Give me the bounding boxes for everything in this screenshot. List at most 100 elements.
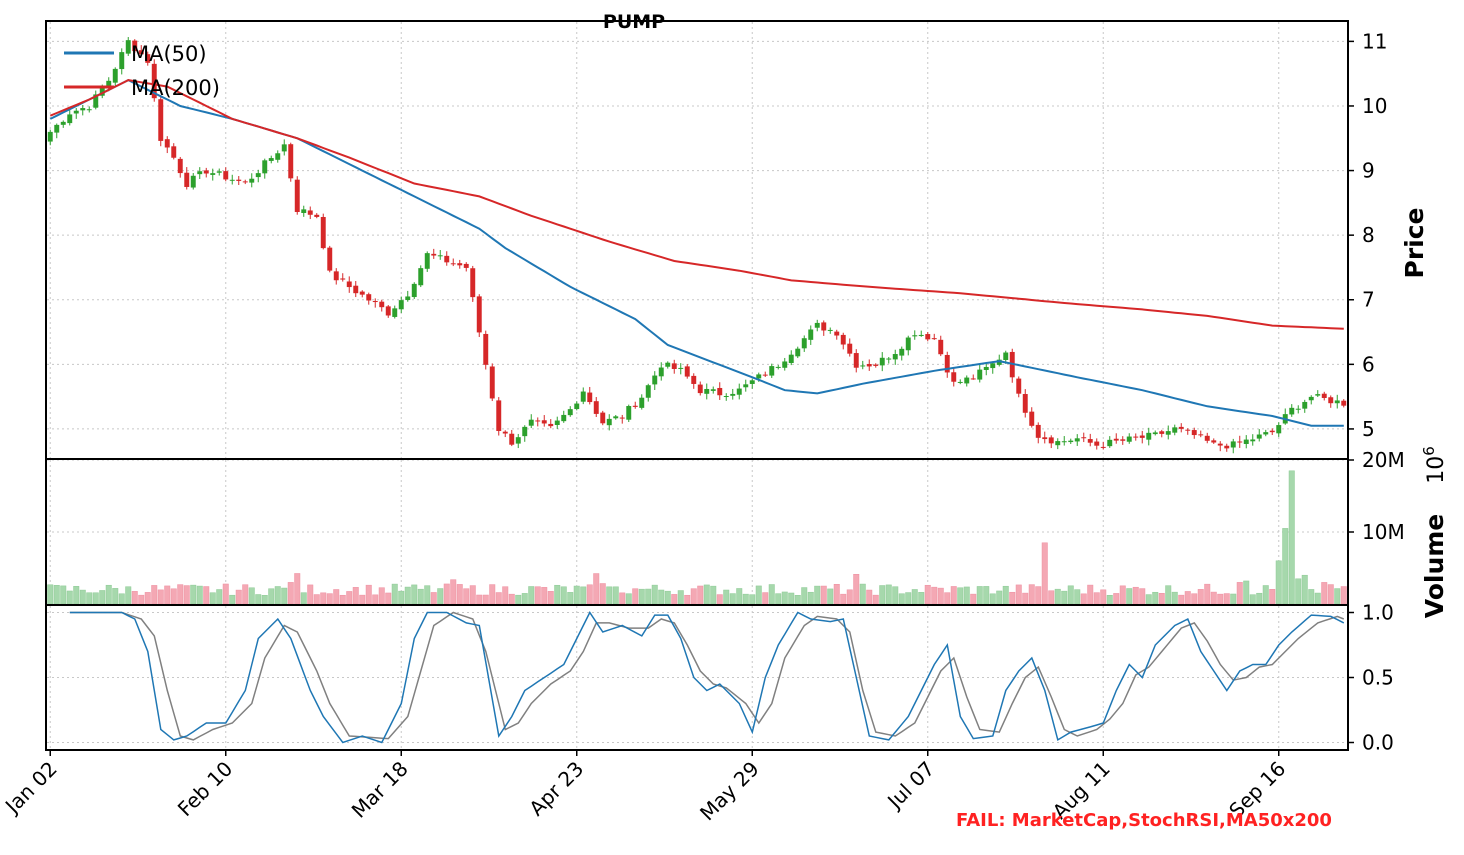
volume-bar bbox=[1145, 594, 1152, 605]
volume-bar bbox=[638, 588, 645, 605]
candle-body bbox=[847, 343, 853, 354]
candle-body bbox=[554, 420, 560, 425]
candle-body bbox=[125, 40, 131, 54]
volume-bar bbox=[203, 586, 210, 605]
volume-bar bbox=[664, 590, 671, 605]
candle-body bbox=[405, 296, 411, 301]
volume-bar bbox=[404, 586, 411, 605]
volume-bar bbox=[807, 591, 814, 605]
candle-body bbox=[73, 110, 79, 114]
volume-bar bbox=[729, 593, 736, 605]
volume-bar bbox=[424, 585, 431, 605]
candle-body bbox=[1081, 437, 1087, 439]
volume-bar bbox=[1269, 589, 1276, 605]
candle-body bbox=[340, 278, 346, 280]
y-tick-label: 10M bbox=[1362, 520, 1405, 544]
candle-body bbox=[190, 175, 196, 188]
volume-bar bbox=[658, 589, 665, 605]
volume-exponent-label: 106 bbox=[1420, 446, 1449, 484]
candle-body bbox=[775, 366, 781, 368]
volume-bar bbox=[118, 593, 125, 605]
candle-body bbox=[1048, 437, 1054, 444]
volume-bar bbox=[983, 586, 990, 605]
candle-body bbox=[184, 172, 190, 187]
volume-bar bbox=[352, 587, 359, 605]
x-tick-label: Mar 18 bbox=[347, 757, 413, 823]
candle-body bbox=[301, 209, 307, 214]
volume-bar bbox=[229, 594, 236, 605]
candle-body bbox=[782, 361, 788, 368]
volume-bar bbox=[196, 585, 203, 605]
candle-body bbox=[879, 357, 885, 366]
candle-body bbox=[970, 378, 976, 380]
volume-bar bbox=[489, 584, 496, 605]
volume-bar bbox=[846, 589, 853, 605]
volume-bar bbox=[1022, 592, 1029, 605]
volume-bar bbox=[326, 593, 333, 605]
volume-bar bbox=[346, 591, 353, 605]
volume-bar bbox=[255, 594, 262, 605]
volume-bar bbox=[1171, 591, 1178, 605]
candle-body bbox=[1315, 394, 1321, 396]
candle-body bbox=[496, 400, 502, 431]
volume-bar bbox=[495, 592, 502, 605]
candle-body bbox=[229, 179, 235, 181]
volume-bar bbox=[755, 585, 762, 605]
volume-bar bbox=[775, 593, 782, 605]
volume-bar bbox=[1041, 542, 1048, 605]
volume-bar bbox=[222, 583, 229, 605]
volume-bar bbox=[131, 591, 138, 605]
volume-bar bbox=[599, 583, 606, 605]
volume-bar bbox=[911, 589, 918, 605]
candle-body bbox=[1308, 396, 1314, 401]
candle-body bbox=[938, 339, 944, 355]
volume-bar bbox=[482, 594, 489, 605]
candle-body bbox=[509, 433, 515, 445]
volume-bar bbox=[716, 594, 723, 605]
volume-bar bbox=[736, 588, 743, 605]
candle-body bbox=[346, 281, 352, 288]
volume-bar bbox=[898, 593, 905, 605]
candle-body bbox=[281, 144, 287, 152]
volume-bar bbox=[1028, 584, 1035, 605]
candle-body bbox=[548, 423, 554, 427]
volume-bar bbox=[645, 588, 652, 605]
candle-body bbox=[242, 181, 248, 183]
candle-body bbox=[814, 322, 820, 328]
candle-body bbox=[158, 99, 164, 141]
candle-body bbox=[106, 80, 112, 89]
volume-bar bbox=[547, 591, 554, 605]
volume-bar bbox=[1217, 593, 1224, 605]
volume-bar bbox=[1288, 470, 1295, 605]
candle-body bbox=[808, 329, 814, 340]
ma200-line bbox=[49, 79, 1344, 330]
candle-body bbox=[327, 247, 333, 271]
candle-body bbox=[535, 420, 541, 422]
legend-label-ma50: MA(50) bbox=[131, 42, 207, 66]
volume-bar bbox=[287, 582, 294, 605]
volume-bar bbox=[853, 573, 860, 605]
candle-body bbox=[294, 179, 300, 213]
volume-bar bbox=[1321, 582, 1328, 605]
volume-bar bbox=[1152, 591, 1159, 605]
volume-bar bbox=[989, 593, 996, 605]
candle-body bbox=[359, 291, 365, 295]
candle-body bbox=[489, 366, 495, 399]
volume-bar bbox=[268, 588, 275, 605]
candle-body bbox=[463, 263, 469, 268]
candle-body bbox=[990, 363, 996, 369]
volume-bar bbox=[1308, 589, 1315, 605]
candle-body bbox=[1191, 430, 1197, 436]
candle-body bbox=[905, 337, 911, 351]
candle-body bbox=[353, 285, 359, 294]
candle-body bbox=[307, 210, 313, 215]
y-tick-label: 1.0 bbox=[1362, 601, 1394, 625]
volume-bar bbox=[1230, 593, 1237, 605]
volume-bar bbox=[944, 592, 951, 605]
candle-body bbox=[268, 158, 274, 161]
candle-body bbox=[1035, 424, 1041, 438]
volume-bar bbox=[1113, 593, 1120, 605]
candle-body bbox=[619, 417, 625, 419]
candle-body bbox=[541, 420, 547, 424]
volume-bar bbox=[177, 584, 184, 605]
